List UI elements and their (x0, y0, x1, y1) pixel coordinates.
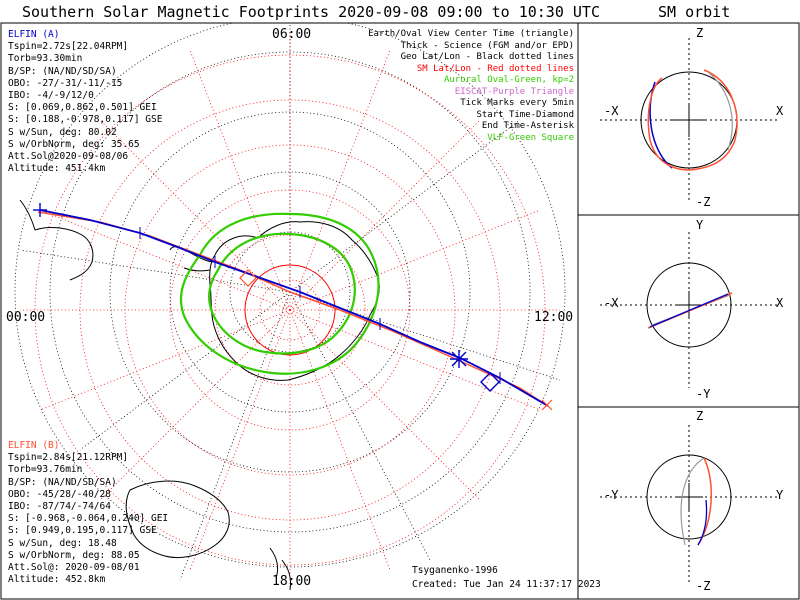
legend-entry: Auroral Oval-Green, kp=2 (443, 75, 574, 85)
elfin-b-name: ELFIN (B) (8, 440, 60, 451)
orbit-yz-left-label: -Y (604, 488, 619, 502)
legend-entry: SM Lat/Lon - Red dotted lines (416, 63, 574, 74)
elfin-b-end-asterisk (541, 399, 553, 411)
south-america-coastline (19, 199, 94, 281)
elfin-b-line: S w/Sun, deg: 18.48 (8, 537, 117, 549)
orbit-xz-right-label: X (776, 104, 784, 118)
lt-label-top: 06:00 (272, 27, 312, 42)
orbit-xy-bottom-label: -Y (696, 387, 711, 401)
legend-entry: Tick Marks every 5min (460, 98, 574, 108)
model-credit: Tsyganenko-1996 (412, 565, 498, 576)
elfin-a-ticks (139, 227, 501, 384)
orbit-xy-right-label: X (776, 296, 784, 310)
elfin-a-info: ELFIN (A) Tspin=2.72s[22.04RPM] Torb=93.… (8, 29, 162, 175)
elfin-a-line: S: [0.188,-0.978,0.117] GSE (8, 114, 163, 126)
geo-grid (14, 23, 566, 581)
elfin-a-line: S: [0.069,0.862,0.501] GEI (8, 102, 157, 114)
elfin-a-line: IBO: -4/-9/12/0 (8, 90, 94, 102)
elfin-b-line: S: [0.949,0.195,0.117] GSE (8, 525, 157, 537)
elfin-a-line: S w/Sun, deg: 80.02 (8, 126, 117, 138)
elfin-b-line: OBO: -45/28/-40/28 (8, 488, 111, 500)
antarctica-coastline (209, 221, 380, 381)
elfin-b-line: Torb=93.76min (8, 464, 83, 476)
elfin-b-start-diamond (239, 269, 257, 287)
elfin-a-line: Att.Sol@2020-09-08/06 (8, 151, 129, 163)
elfin-a-line: OBO: -27/-31/-11/-15 (8, 77, 123, 89)
orbit-xy-left-label: -X (604, 296, 619, 310)
elfin-b-line: S w/OrbNorm, deg: 88.05 (8, 549, 140, 561)
legend-entry: End Time-Asterisk (481, 121, 574, 131)
orbit-yz-top-label: Z (696, 409, 704, 423)
figure-title: Southern Solar Magnetic Footprints 2020-… (22, 3, 600, 21)
elfin-b-line: B/SP: (NA/ND/SD/SA) (8, 476, 117, 488)
elfin-b-line: S: [-0.968,-0.064,0.240] GEI (8, 513, 169, 525)
legend: Earth/Oval View Center Time (triangle) T… (368, 29, 574, 144)
legend-entry: Start Time-Diamond (476, 109, 574, 120)
legend-entry: EISCAT-Purple Triangle (454, 86, 574, 97)
elfin-a-line: B/SP: (NA/ND/SD/SA) (8, 65, 117, 77)
orbit-yz-right-label: Y (776, 488, 784, 502)
elfin-a-line: Torb=93.30min (8, 53, 83, 65)
elfin-a-end-asterisk (450, 350, 468, 368)
new-zealand-coastline (269, 547, 291, 591)
orbit-xz-top-label: Z (696, 26, 704, 40)
sm-grid (20, 30, 560, 590)
orbit-xz-left-label: -X (604, 104, 619, 118)
elfin-a-line: Tspin=2.72s[22.04RPM] (8, 41, 129, 53)
elfin-a-name: ELFIN (A) (8, 29, 60, 40)
polar-map (14, 23, 566, 591)
lt-label-left: 00:00 (6, 310, 46, 325)
elfin-b-line: Altitude: 452.8km (8, 574, 106, 586)
elfin-b-line: IBO: -87/74/-74/64 (8, 501, 111, 513)
orbit-panel-yz-frame (577, 406, 800, 600)
created-timestamp: Created: Tue Jan 24 11:37:17 2023 (412, 579, 601, 590)
lt-label-bottom: 18:00 (272, 574, 312, 589)
orbit-panel-xy (600, 232, 778, 388)
elfin-a-start-diamond (480, 372, 500, 392)
orbit-xz-bottom-label: -Z (696, 195, 711, 209)
legend-entry: VLF-Green Square (487, 132, 574, 143)
legend-entry: Geo Lat/Lon - Black dotted lines (400, 52, 574, 62)
orbit-panel-yz (600, 425, 778, 585)
auroral-oval (180, 212, 380, 375)
lt-label-right: 12:00 (534, 310, 574, 325)
sm-pole-ring (244, 264, 336, 356)
orbit-panel-xz (600, 38, 778, 200)
elfin-a-start-cross (33, 203, 47, 217)
legend-entry: Earth/Oval View Center Time (triangle) (368, 29, 574, 39)
orbit-yz-bottom-label: -Z (696, 579, 711, 593)
elfin-a-line: S w/OrbNorm, deg: 35.65 (8, 138, 140, 150)
elfin-b-track (37, 211, 549, 407)
elfin-b-line: Att.Sol@: 2020-09-08/01 (8, 562, 140, 574)
orbit-title: SM orbit (658, 3, 731, 21)
elfin-a-line: Altitude: 451.4km (8, 163, 106, 175)
australia-coastline (125, 480, 230, 559)
elfin-b-line: Tspin=2.84s[21.12RPM] (8, 452, 129, 464)
elfin-b-info: ELFIN (B) Tspin=2.84s[21.12RPM] Torb=93.… (8, 440, 168, 586)
legend-entry: Thick - Science (FGM and/or EPD) (400, 40, 574, 51)
orbit-xy-top-label: Y (696, 218, 704, 232)
